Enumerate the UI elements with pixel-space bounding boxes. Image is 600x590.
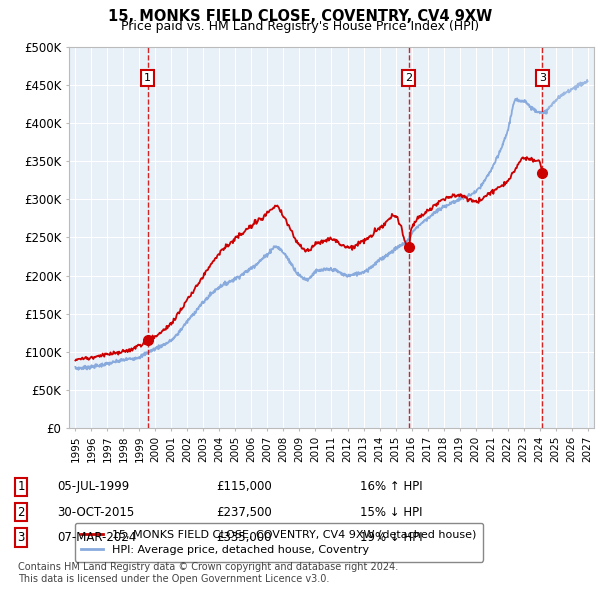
Bar [548, 47, 594, 428]
Text: £335,000: £335,000 [216, 531, 271, 544]
Text: 15, MONKS FIELD CLOSE, COVENTRY, CV4 9XW: 15, MONKS FIELD CLOSE, COVENTRY, CV4 9XW [108, 9, 492, 24]
Text: 2: 2 [17, 506, 25, 519]
Legend: 15, MONKS FIELD CLOSE, COVENTRY, CV4 9XW (detached house), HPI: Average price, d: 15, MONKS FIELD CLOSE, COVENTRY, CV4 9XW… [74, 523, 484, 562]
Bar [548, 47, 594, 428]
Text: 3: 3 [17, 531, 25, 544]
Text: £237,500: £237,500 [216, 506, 272, 519]
Text: 1: 1 [17, 480, 25, 493]
Text: Contains HM Land Registry data © Crown copyright and database right 2024.: Contains HM Land Registry data © Crown c… [18, 562, 398, 572]
Text: 30-OCT-2015: 30-OCT-2015 [57, 506, 134, 519]
Text: 3: 3 [539, 73, 546, 83]
Text: This data is licensed under the Open Government Licence v3.0.: This data is licensed under the Open Gov… [18, 574, 329, 584]
Text: 19% ↓ HPI: 19% ↓ HPI [360, 531, 422, 544]
Text: 07-MAR-2024: 07-MAR-2024 [57, 531, 136, 544]
Text: 16% ↑ HPI: 16% ↑ HPI [360, 480, 422, 493]
Text: 15% ↓ HPI: 15% ↓ HPI [360, 506, 422, 519]
Text: 2: 2 [405, 73, 412, 83]
Text: 05-JUL-1999: 05-JUL-1999 [57, 480, 129, 493]
Text: Price paid vs. HM Land Registry's House Price Index (HPI): Price paid vs. HM Land Registry's House … [121, 20, 479, 33]
Text: £115,000: £115,000 [216, 480, 272, 493]
Text: 1: 1 [144, 73, 151, 83]
